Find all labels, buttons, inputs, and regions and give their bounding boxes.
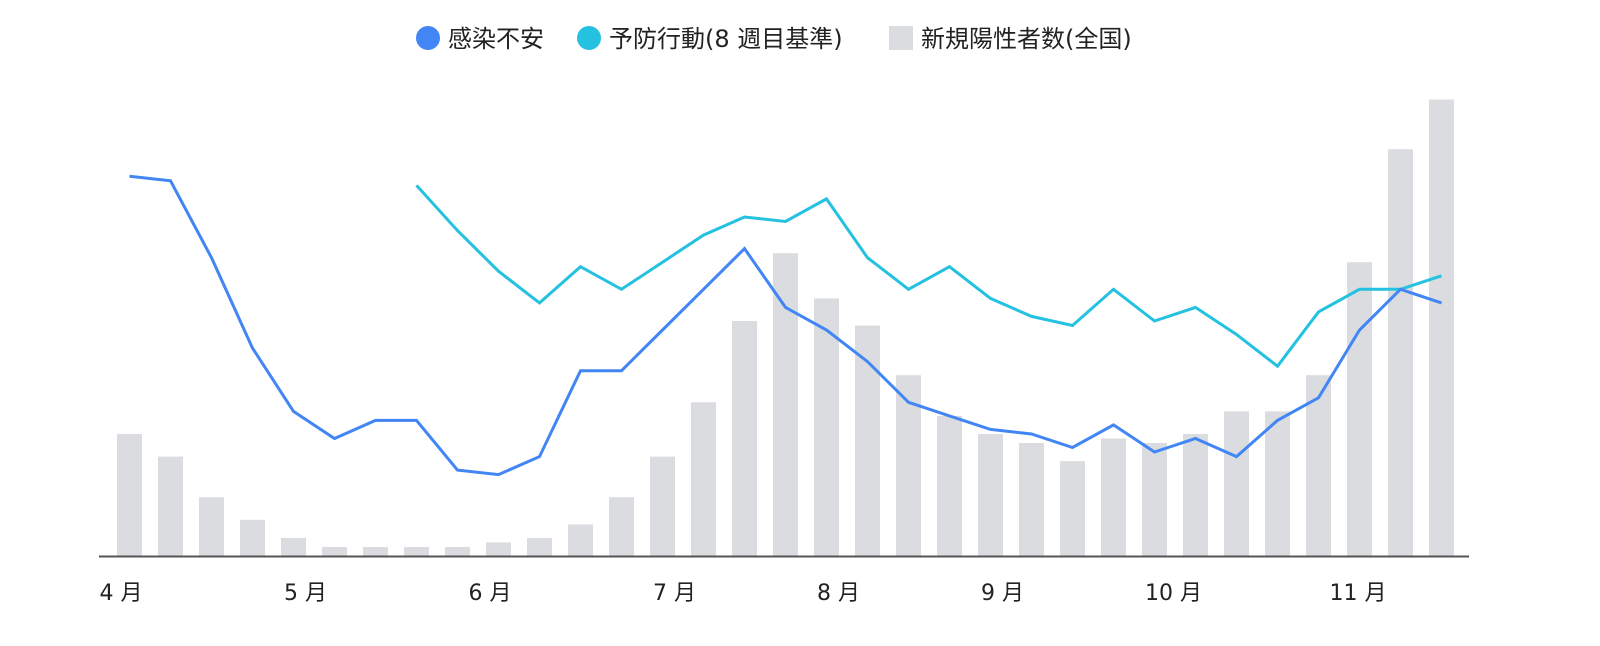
legend-item-1: 予防行動(8 週目基準) [577,25,843,53]
bar-6 [363,547,388,556]
bar-24 [1101,438,1126,556]
legend-item-0: 感染不安 [416,25,544,53]
legend-label-0: 感染不安 [448,25,544,53]
x-tick-label-4: 8 月 [817,581,860,606]
bar-7 [404,547,429,556]
bar-1 [158,456,183,556]
series-line-prevention [415,184,1442,369]
legend-item-2: 新規陽性者数(全国) [889,25,1132,53]
bar-12 [609,497,634,556]
bar-11 [568,524,593,556]
bar-9 [486,542,511,556]
bar-15 [732,321,757,556]
x-tick-label-6: 10 月 [1145,581,1202,606]
bar-series [117,99,1454,556]
bar-0 [117,434,142,556]
legend-marker-0 [416,26,440,50]
bar-5 [322,547,347,556]
bar-14 [691,402,716,556]
bar-31 [1388,149,1413,556]
legend: 感染不安 予防行動(8 週目基準) 新規陽性者数(全国) [416,25,1132,53]
x-tick-label-1: 5 月 [284,581,327,606]
legend-label-2: 新規陽性者数(全国) [921,25,1132,53]
bar-16 [773,253,798,556]
bar-13 [650,456,675,556]
bar-8 [445,547,470,556]
bar-3 [240,519,265,556]
legend-marker-2 [889,26,913,50]
bar-20 [937,415,962,556]
bar-21 [978,434,1003,556]
bar-28 [1265,411,1290,556]
legend-marker-1 [577,26,601,50]
bar-4 [281,537,306,556]
x-tick-label-3: 7 月 [653,581,696,606]
bar-10 [527,537,552,556]
bar-26 [1183,434,1208,556]
bar-30 [1347,262,1372,556]
x-tick-label-5: 9 月 [981,581,1024,606]
line-series [129,174,1442,477]
series-line-anxiety [129,174,1442,477]
x-tick-label-0: 4 月 [100,581,143,606]
x-tick-label-2: 6 月 [469,581,512,606]
bar-25 [1142,443,1167,556]
bar-18 [855,325,880,556]
bar-22 [1019,443,1044,556]
x-tick-label-7: 11 月 [1330,581,1387,606]
bar-32 [1429,99,1454,556]
bar-23 [1060,461,1085,556]
bar-27 [1224,411,1249,556]
x-tick-labels: 4 月 5 月 6 月 7 月 8 月 9 月 10 月 11 月 [100,581,1387,606]
bar-29 [1306,375,1331,556]
bar-2 [199,497,224,556]
legend-label-1: 予防行動(8 週目基準) [609,25,843,53]
bar-17 [814,298,839,556]
